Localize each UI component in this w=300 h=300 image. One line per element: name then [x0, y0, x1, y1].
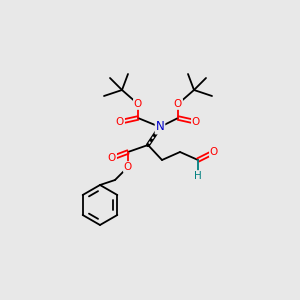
- Text: O: O: [210, 147, 218, 157]
- Text: H: H: [194, 171, 202, 181]
- Text: O: O: [174, 99, 182, 109]
- Text: O: O: [134, 99, 142, 109]
- Text: O: O: [108, 153, 116, 163]
- Text: O: O: [192, 117, 200, 127]
- Text: O: O: [116, 117, 124, 127]
- Text: O: O: [124, 162, 132, 172]
- Text: N: N: [156, 121, 164, 134]
